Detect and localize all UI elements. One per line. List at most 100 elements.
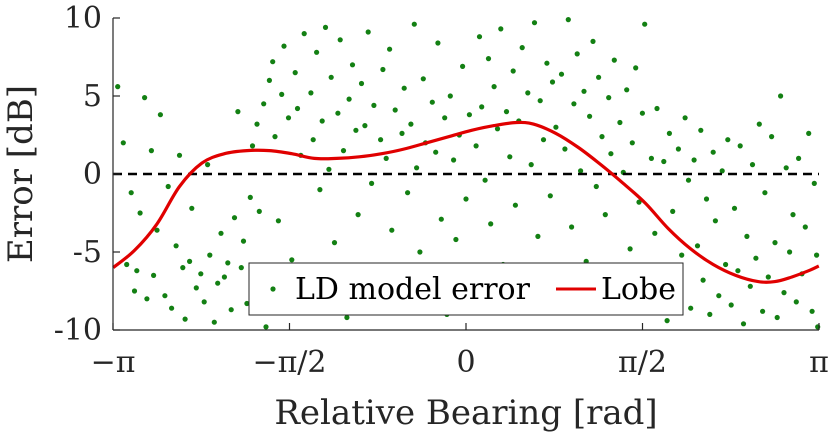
data-point-181 [688,305,694,311]
data-point-192 [723,261,729,268]
x-tick-label-4: π [809,345,829,380]
data-point-68 [340,148,347,154]
data-point-33 [231,215,238,221]
data-point-19 [182,316,188,322]
data-point-11 [154,227,160,233]
data-point-178 [679,252,685,258]
data-point-193 [725,137,731,143]
y-tick-label-3: -5 [73,235,102,270]
data-point-194 [728,302,734,308]
data-point-162 [629,140,635,146]
data-point-28 [215,280,221,286]
y-tick-label-4: -10 [54,313,102,348]
data-point-140 [562,146,568,152]
data-point-195 [731,205,738,211]
legend-label-ld-model-error: LD model error [295,272,531,307]
data-point-23 [198,271,204,277]
data-point-215 [793,299,799,305]
data-point-13 [162,293,168,299]
data-point-36 [240,238,247,244]
data-point-109 [466,112,472,118]
data-point-190 [716,293,722,299]
data-point-221 [811,180,817,186]
data-point-180 [685,177,692,183]
data-point-30 [221,274,227,280]
data-point-67 [337,37,343,43]
data-point-199 [744,233,750,239]
data-point-212 [783,165,789,171]
data-point-170 [654,105,660,112]
data-point-210 [778,93,784,99]
data-point-145 [578,168,584,174]
data-point-37 [244,300,250,307]
data-point-112 [476,34,483,40]
y-tick-label-0: 10 [64,1,102,36]
data-point-154 [606,95,612,101]
data-point-150 [593,183,599,190]
data-point-98 [433,149,439,155]
data-point-35 [238,265,244,271]
data-point-200 [747,283,753,289]
data-point-132 [537,98,543,104]
x-tick-label-1: −π/2 [252,345,326,380]
data-point-21 [189,205,195,211]
data-point-133 [540,137,547,143]
data-point-164 [636,199,642,205]
data-point-77 [369,180,375,186]
data-point-214 [790,212,796,218]
data-point-219 [806,130,812,136]
legend: LD model error Lobe [248,262,684,316]
y-axis-label: Error [dB] [1,85,41,263]
data-point-85 [392,107,398,113]
data-point-134 [544,60,550,66]
data-point-65 [331,240,338,246]
data-point-175 [670,208,676,214]
data-point-108 [463,196,469,202]
data-point-206 [765,274,771,280]
data-point-203 [756,121,762,127]
data-point-216 [796,155,802,161]
data-point-50 [285,115,292,121]
data-point-26 [207,252,213,258]
data-point-213 [787,249,793,255]
data-point-165 [639,110,646,116]
data-point-15 [169,305,175,311]
data-point-183 [694,243,701,249]
data-point-25 [205,162,211,168]
legend-label-lobe: Lobe [601,272,676,307]
data-point-73 [355,212,361,218]
data-point-121 [503,109,510,115]
data-point-124 [512,202,519,208]
data-point-7 [142,95,148,101]
x-tick-label-0: −π [91,345,136,380]
x-ticks: −π −π/2 0 π/2 π [91,323,829,380]
data-point-141 [565,17,571,23]
data-point-31 [225,260,231,266]
data-point-60 [317,187,323,193]
data-point-179 [682,115,688,121]
data-point-220 [809,308,815,314]
data-point-59 [314,49,320,55]
data-point-16 [173,243,179,249]
data-point-92 [414,165,420,171]
data-point-122 [507,154,513,160]
data-point-187 [707,311,713,317]
data-point-174 [666,130,673,136]
data-point-18 [180,265,186,271]
y-tick-label-1: 5 [83,79,102,114]
data-point-2 [124,261,130,268]
data-point-184 [698,127,704,133]
data-point-143 [571,101,577,107]
data-point-160 [624,87,630,93]
y-ticks: 10 5 0 -5 -10 [54,1,120,348]
data-point-62 [322,24,329,30]
data-point-75 [362,123,368,129]
data-point-45 [270,59,276,65]
data-point-99 [435,40,441,46]
data-point-118 [494,126,501,132]
data-point-94 [420,76,426,82]
data-point-103 [447,93,453,99]
data-point-144 [574,51,580,57]
data-point-139 [558,71,565,77]
